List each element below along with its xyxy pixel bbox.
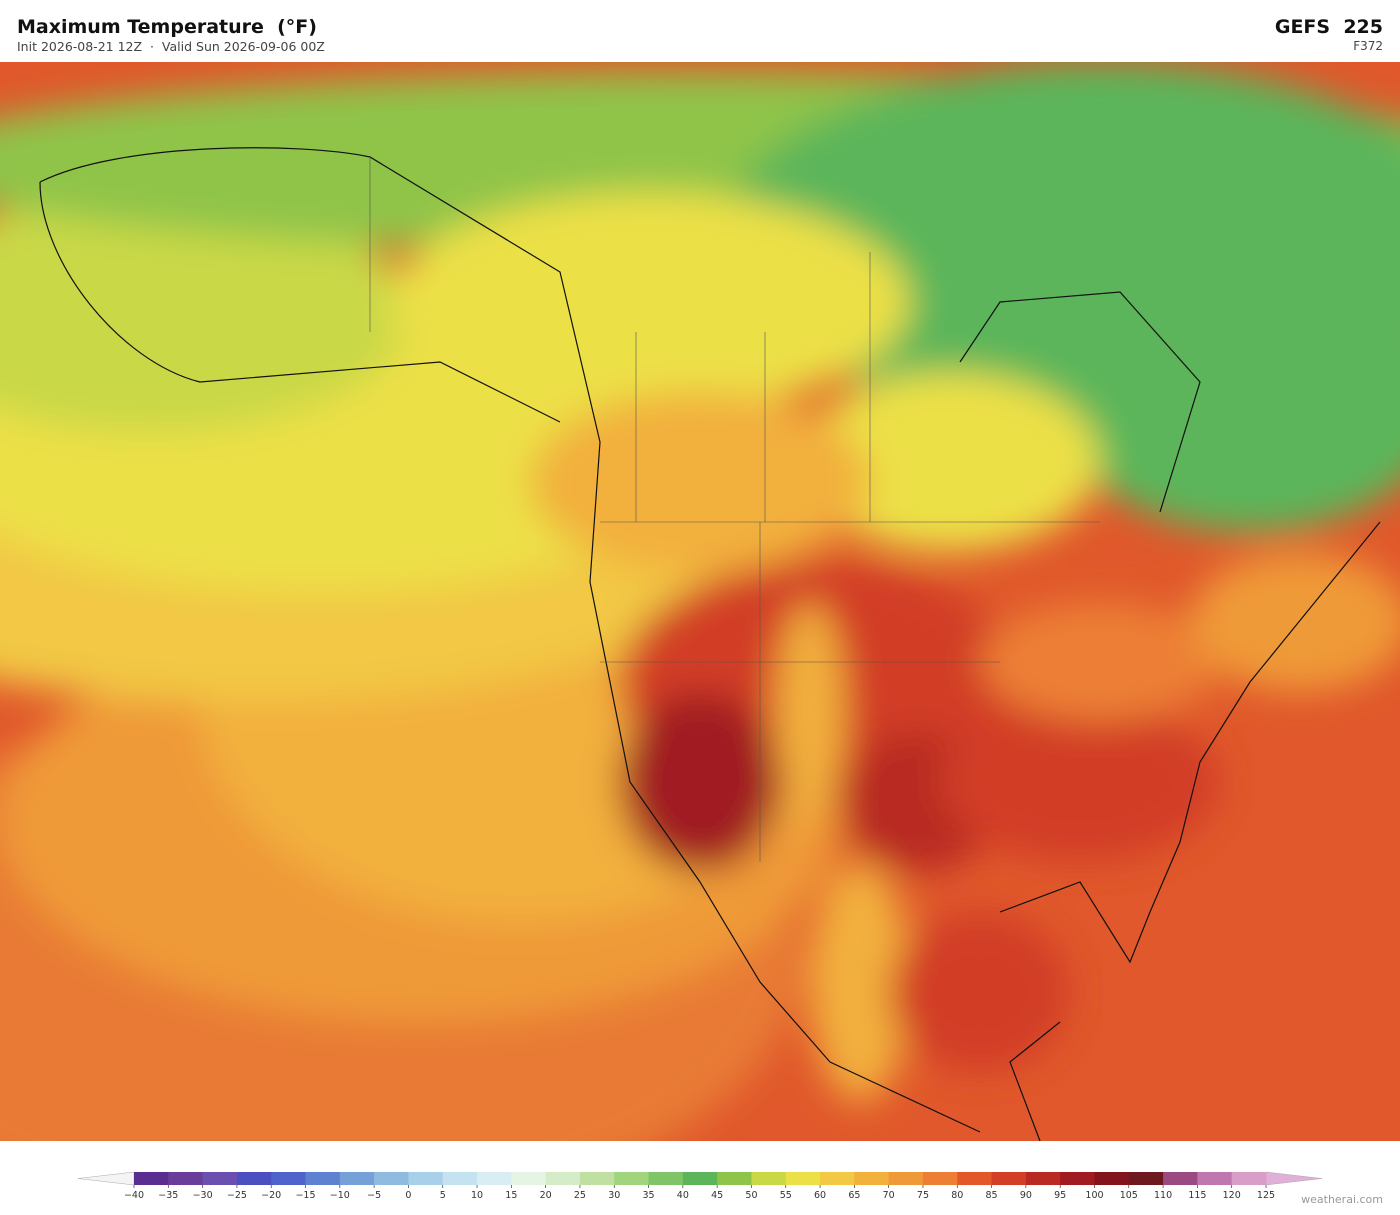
colorbar-tick-label: −25	[227, 1190, 247, 1200]
colorbar-tick-label: 85	[986, 1190, 998, 1200]
colorbar-tick-label: −10	[330, 1190, 350, 1200]
colorbar-tick-label: 65	[848, 1190, 860, 1200]
colorbar-tick-label: 30	[608, 1190, 620, 1200]
colorbar-under	[77, 1171, 135, 1186]
colorbar-segment	[202, 1172, 238, 1185]
colorbar-tick-label: 115	[1188, 1190, 1206, 1200]
colorbar-segment	[1231, 1172, 1267, 1185]
colorbar-segment	[545, 1172, 581, 1185]
colorbar-tick-label: 95	[1054, 1190, 1066, 1200]
colorbar-segment	[511, 1172, 547, 1185]
colorbar-segment	[1025, 1172, 1061, 1185]
colorbar-segment	[1163, 1172, 1198, 1185]
colorbar-segment	[579, 1172, 615, 1185]
colorbar-tick-label: 105	[1120, 1190, 1138, 1200]
colorbar-segment	[374, 1172, 409, 1185]
colorbar-tick-label: 40	[677, 1190, 689, 1200]
colorbar-tick-label: 5	[440, 1190, 446, 1200]
colorbar-tick-label: 60	[814, 1190, 826, 1200]
colorbar-segment	[271, 1172, 307, 1185]
colorbar-tick-label: −30	[193, 1190, 213, 1200]
colorbar-tick-label: 45	[711, 1190, 723, 1200]
colorbar-tick-label: 80	[951, 1190, 963, 1200]
colorbar-segment	[1128, 1172, 1164, 1185]
subtitle: Init 2026-08-21 12Z · Valid Sun 2026-09-…	[17, 39, 325, 54]
colorbar-tick-label: 75	[917, 1190, 929, 1200]
title: Maximum Temperature (°F)	[17, 16, 317, 38]
colorbar-segment	[614, 1172, 650, 1185]
colorbar-tick-label: −5	[367, 1190, 381, 1200]
colorbar-tick-label: −40	[124, 1190, 144, 1200]
colorbar-segment	[442, 1172, 478, 1185]
colorbar-tick-label: 20	[540, 1190, 552, 1200]
colorbar-segment	[717, 1172, 752, 1185]
colorbar-segment	[888, 1172, 924, 1185]
colorbar-tick-label: 15	[505, 1190, 517, 1200]
model: GEFS 225	[1274, 16, 1383, 38]
colorbar: −40 −35 −30 −25 −20 −15 −10 −5 0 5 10 15 20 25 30 35 40 4…	[77, 1171, 1323, 1200]
map	[0, 62, 1400, 1141]
colorbar-tick-label: 100	[1085, 1190, 1103, 1200]
colorbar-tick-label: 90	[1020, 1190, 1032, 1200]
colorbar-segment	[820, 1172, 855, 1185]
colorbar-segment	[922, 1172, 958, 1185]
colorbar-segment	[682, 1172, 718, 1185]
colorbar-tick-label: 125	[1257, 1190, 1275, 1200]
colorbar-tick-label: −15	[295, 1190, 315, 1200]
colorbar-tick-label: 35	[642, 1190, 654, 1200]
colorbar-tick-label: −35	[158, 1190, 178, 1200]
colorbar-segment	[305, 1172, 341, 1185]
colorbar-tick-label: 110	[1154, 1190, 1172, 1200]
colorbar-segment	[477, 1172, 512, 1185]
colorbar-segment	[854, 1172, 890, 1185]
colorbar-segment	[168, 1172, 204, 1185]
colorbar-segment	[1197, 1172, 1233, 1185]
colorbar-segment	[134, 1172, 169, 1185]
colorbar-tick-label: −20	[261, 1190, 281, 1200]
credit: weatherai.com	[1301, 1193, 1383, 1206]
colorbar-tick-label: 50	[745, 1190, 757, 1200]
colorbar-segment	[1094, 1172, 1130, 1185]
colorbar-tick-label: 10	[471, 1190, 483, 1200]
colorbar-segment	[648, 1172, 684, 1185]
colorbar-segment	[957, 1172, 993, 1185]
colorbar-tick-label: 55	[780, 1190, 792, 1200]
colorbar-segment	[785, 1172, 821, 1185]
colorbar-segment	[751, 1172, 787, 1185]
colorbar-segment	[236, 1172, 272, 1185]
colorbar-segment	[991, 1172, 1027, 1185]
colorbar-over	[1265, 1171, 1323, 1186]
colorbar-tick-label: 25	[574, 1190, 586, 1200]
colorbar-tick-label: 0	[405, 1190, 411, 1200]
colorbar-segment	[1060, 1172, 1095, 1185]
colorbar-segment	[339, 1172, 375, 1185]
colorbar-tick-label: 120	[1223, 1190, 1241, 1200]
colorbar-segment	[408, 1172, 444, 1185]
colorbar-tick-label: 70	[883, 1190, 895, 1200]
forecast-hour: F372	[1353, 39, 1383, 53]
